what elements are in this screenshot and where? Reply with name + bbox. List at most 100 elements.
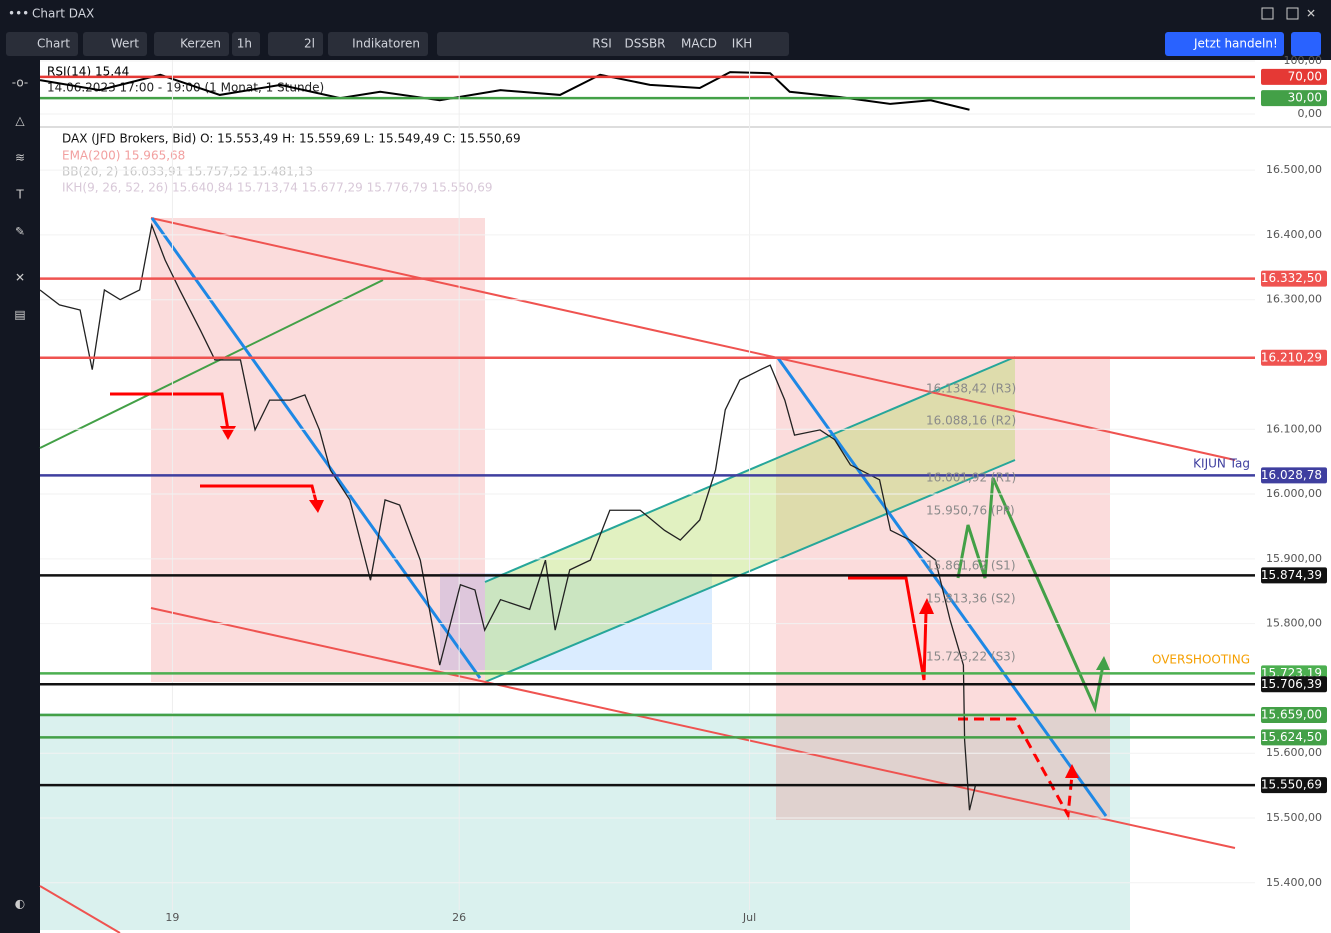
tool-icon[interactable]: ≋ bbox=[15, 151, 25, 165]
level-badge bbox=[1261, 467, 1327, 484]
toolbar-button-label[interactable]: Chart bbox=[37, 37, 70, 51]
trend-line bbox=[39, 279, 384, 449]
y-tick-label: 15.900,00 bbox=[1266, 552, 1322, 565]
instrument-legend: DAX (JFD Brokers, Bid) O: 15.553,49 H: 1… bbox=[62, 132, 521, 146]
level-label: 15.706,39 bbox=[1261, 677, 1322, 691]
level-badge bbox=[1261, 567, 1327, 584]
arrow-head bbox=[1096, 656, 1110, 670]
menu-dots[interactable]: ••• bbox=[8, 7, 29, 21]
expand-icon[interactable] bbox=[1261, 7, 1274, 20]
annotation: OVERSHOOTING bbox=[1152, 653, 1250, 667]
y-tick-label: 15.600,00 bbox=[1266, 746, 1322, 759]
pivot-label: 15.813,36 (S2) bbox=[926, 592, 1016, 606]
toolbar-button[interactable] bbox=[268, 32, 323, 56]
indicator-button[interactable]: RSI bbox=[592, 37, 612, 51]
tool-icon[interactable]: -o- bbox=[12, 76, 28, 90]
indicator-button[interactable]: IKH bbox=[732, 37, 752, 51]
tool-icon[interactable]: ✎ bbox=[15, 225, 25, 239]
toolbar-button[interactable] bbox=[154, 32, 229, 56]
y-tick-label: 15.800,00 bbox=[1266, 617, 1322, 630]
collapse-button[interactable] bbox=[1291, 32, 1321, 56]
window-title: Chart DAX bbox=[32, 7, 94, 21]
toolbar-button-label[interactable]: 1h bbox=[237, 37, 252, 51]
y-tick-label: 0,00 bbox=[1298, 107, 1323, 120]
pivot-label: 16.088,16 (R2) bbox=[926, 414, 1016, 428]
level-badge bbox=[1261, 270, 1327, 287]
arrow bbox=[110, 392, 230, 431]
y-tick-label: 15.500,00 bbox=[1266, 811, 1322, 824]
level-label: 30,00 bbox=[1288, 91, 1322, 105]
level-label: 15.659,00 bbox=[1261, 707, 1322, 721]
level-badge bbox=[1261, 349, 1327, 366]
toolbar-button-label[interactable]: Indikatoren bbox=[352, 37, 420, 51]
tool-icon[interactable]: △ bbox=[15, 114, 25, 128]
trend-line bbox=[39, 885, 121, 933]
ema-legend: EMA(200) 15.965,68 bbox=[62, 149, 185, 163]
toolbar-group bbox=[437, 32, 789, 56]
indicator-button[interactable]: MACD bbox=[681, 37, 717, 51]
level-label: 16.332,50 bbox=[1261, 271, 1322, 285]
scenario-path bbox=[956, 477, 1105, 714]
annotation: KIJUN Tag bbox=[1193, 457, 1250, 471]
arrow-head bbox=[309, 500, 324, 513]
indicator-button[interactable]: DSSBR bbox=[624, 37, 665, 51]
toolbar-button[interactable] bbox=[83, 32, 147, 56]
trend-line bbox=[150, 217, 1236, 461]
level-badge bbox=[1261, 729, 1327, 746]
level-label: 70,00 bbox=[1288, 69, 1322, 83]
y-tick-label: 16.500,00 bbox=[1266, 163, 1322, 176]
level-badge bbox=[1261, 777, 1327, 794]
arrow bbox=[200, 484, 319, 506]
rsi-line bbox=[39, 71, 970, 111]
pivot-label: 15.861,62 (S1) bbox=[926, 559, 1016, 573]
trade-button[interactable] bbox=[1165, 32, 1284, 56]
pivot-label: 16.001,92 (R1) bbox=[926, 471, 1016, 485]
arrow-head bbox=[1065, 764, 1079, 778]
x-tick-label: 19 bbox=[165, 911, 179, 924]
close-icon[interactable]: ✕ bbox=[1306, 7, 1316, 21]
trend-arrow bbox=[150, 217, 482, 679]
level-label: 15.550,69 bbox=[1261, 778, 1322, 792]
y-tick-label: 16.000,00 bbox=[1266, 487, 1322, 500]
y-tick-label: 100,00 bbox=[1284, 54, 1323, 67]
level-badge bbox=[1261, 706, 1327, 723]
rsi-legend: RSI(14) 15,44 bbox=[47, 65, 129, 79]
y-tick-label: 16.100,00 bbox=[1266, 422, 1322, 435]
price-line bbox=[39, 222, 977, 811]
arrow-head bbox=[919, 598, 934, 614]
y-tick-label: 16.400,00 bbox=[1266, 228, 1322, 241]
toolbar-button-label[interactable]: 2l bbox=[304, 37, 315, 51]
trend-line bbox=[150, 607, 1236, 849]
level-label: 15.874,39 bbox=[1261, 568, 1322, 582]
bb-legend: BB(20, 2) 16.033,91 15.757,52 15.481,13 bbox=[62, 165, 313, 179]
x-tick-label: 26 bbox=[452, 911, 466, 924]
theme-icon[interactable]: ◐ bbox=[15, 897, 25, 911]
popout-icon[interactable] bbox=[1286, 7, 1299, 20]
level-label: 16.210,29 bbox=[1261, 350, 1322, 364]
level-label: 15.624,50 bbox=[1261, 730, 1322, 744]
level-label: 16.028,78 bbox=[1261, 468, 1322, 482]
toolbar-button[interactable] bbox=[232, 32, 260, 56]
toolbar-button-label[interactable]: Wert bbox=[111, 37, 139, 51]
toolbar-button-label[interactable]: Kerzen bbox=[180, 37, 221, 51]
tool-icon[interactable]: T bbox=[15, 188, 24, 202]
tool-icon[interactable]: ▤ bbox=[14, 308, 25, 322]
pivot-label: 15.950,76 (PP) bbox=[926, 504, 1015, 518]
zone bbox=[485, 573, 712, 670]
zone bbox=[40, 713, 1130, 930]
level-badge bbox=[1261, 90, 1327, 107]
arrow bbox=[848, 576, 928, 681]
ikh-legend: IKH(9, 26, 52, 26) 15.640,84 15.713,74 1… bbox=[62, 181, 493, 195]
range-legend: 14.06.2023 17:00 - 19:00 (1 Monat, 1 Stu… bbox=[47, 81, 324, 95]
toolbar-button[interactable] bbox=[6, 32, 78, 56]
y-tick-label: 15.400,00 bbox=[1266, 876, 1322, 889]
tool-icon[interactable]: ✕ bbox=[15, 271, 25, 285]
trade-button-label[interactable]: Jetzt handeln! bbox=[1193, 37, 1278, 51]
toolbar-button[interactable] bbox=[328, 32, 428, 56]
level-badge bbox=[1261, 68, 1327, 85]
y-tick-label: 16.300,00 bbox=[1266, 293, 1322, 306]
sidebar: -o- △ ≋ T ✎ ✕ ▤ ◐ bbox=[12, 76, 28, 911]
pivot-label: 15.723,22 (S3) bbox=[926, 650, 1016, 664]
x-tick-label: Jul bbox=[742, 911, 756, 924]
